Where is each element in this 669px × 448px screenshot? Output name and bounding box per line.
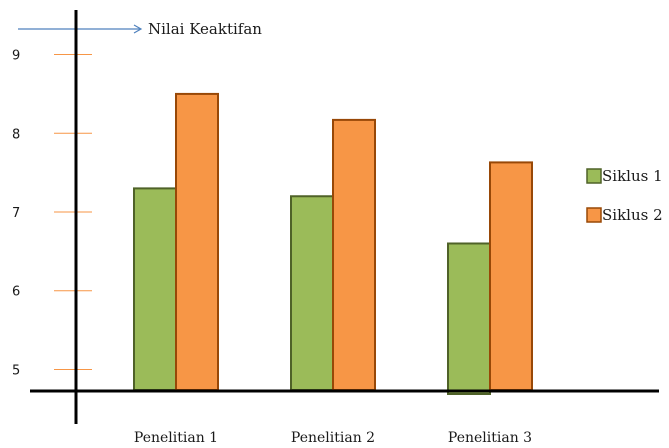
bar-siklus-1-penelitian-2 bbox=[290, 195, 334, 391]
y-tick-label: 7 bbox=[12, 206, 20, 221]
x-tick-label-penelitian-1: Penelitian 1 bbox=[134, 430, 218, 446]
legend-label-siklus-1: Siklus 1 bbox=[602, 167, 663, 185]
legend-swatch-siklus-1 bbox=[586, 168, 602, 184]
bars-group bbox=[133, 92, 533, 395]
y-tick-label: 5 bbox=[12, 363, 20, 378]
legend: Siklus 1 Siklus 2 bbox=[586, 167, 663, 224]
bar-siklus-2-penelitian-2 bbox=[332, 118, 376, 391]
y-axis-title-arrowhead bbox=[133, 24, 143, 34]
x-tick-label-penelitian-3: Penelitian 3 bbox=[448, 430, 532, 446]
y-axis-ticks: 5 6 7 8 9 bbox=[12, 49, 92, 378]
y-tick-label: 6 bbox=[12, 285, 20, 300]
y-tick-label: 9 bbox=[12, 49, 20, 64]
bar-siklus-2-penelitian-3 bbox=[489, 161, 533, 391]
legend-swatch-siklus-2 bbox=[586, 207, 602, 223]
x-tick-label-penelitian-2: Penelitian 2 bbox=[291, 430, 375, 446]
bar-siklus-1-penelitian-1 bbox=[133, 187, 177, 391]
bar-siklus-1-penelitian-3 bbox=[447, 242, 491, 395]
legend-label-siklus-2: Siklus 2 bbox=[602, 206, 663, 224]
bar-siklus-2-penelitian-1 bbox=[175, 92, 219, 392]
x-axis-labels: Penelitian 1 Penelitian 2 Penelitian 3 bbox=[134, 430, 532, 446]
y-axis-title: Nilai Keaktifan bbox=[148, 20, 262, 38]
y-tick-label: 8 bbox=[12, 127, 20, 142]
